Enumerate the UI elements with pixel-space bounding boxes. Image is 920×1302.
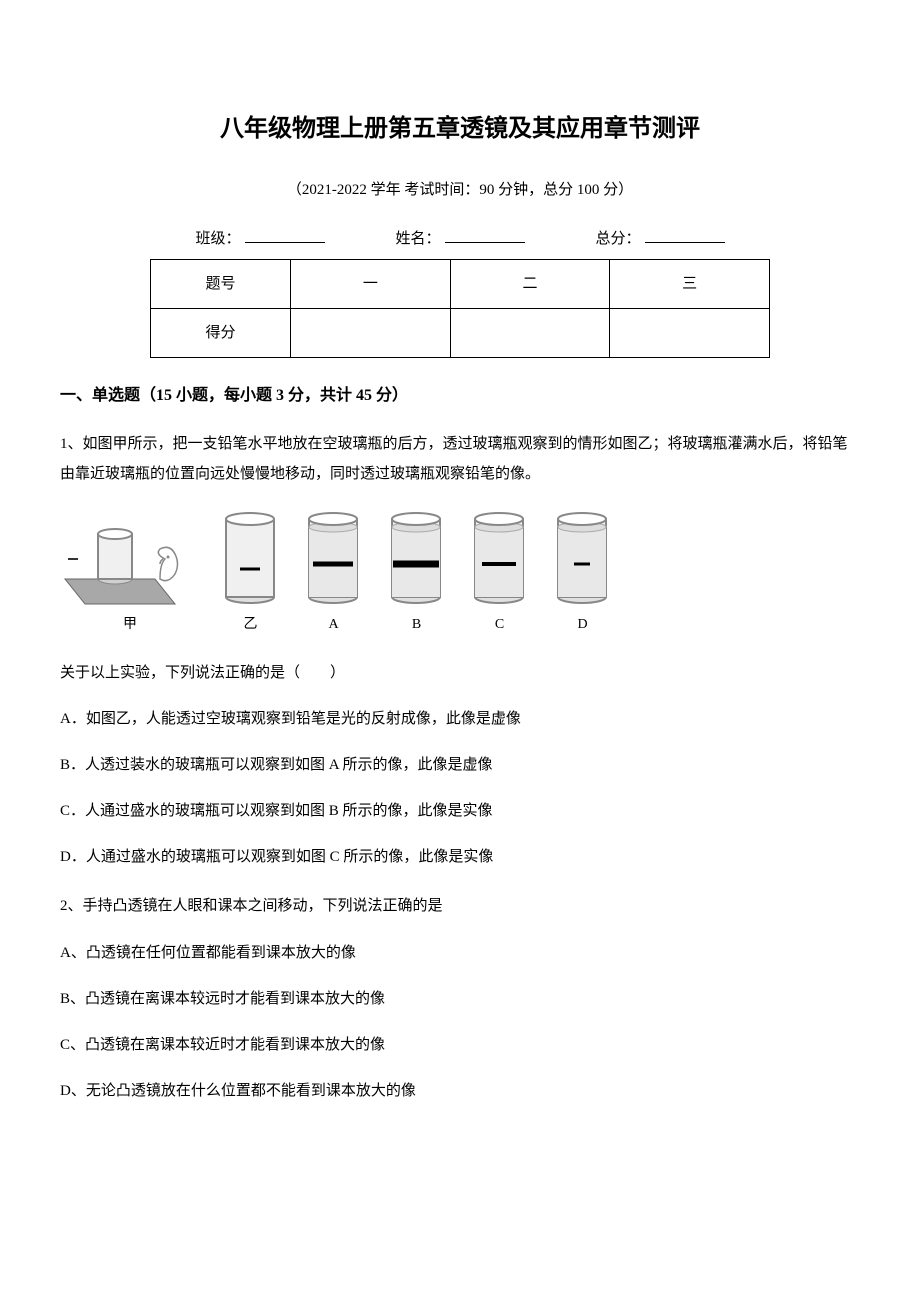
image-label: D — [577, 614, 587, 636]
table-cell — [450, 309, 610, 358]
jar-icon — [301, 509, 366, 609]
option-b: B．人透过装水的玻璃瓶可以观察到如图 A 所示的像，此像是虚像 — [60, 753, 860, 777]
jar-icon — [467, 509, 532, 609]
name-label: 姓名： — [395, 227, 440, 251]
name-field: 姓名： — [395, 227, 524, 251]
option-b: B、凸透镜在离课本较远时才能看到课本放大的像 — [60, 987, 860, 1011]
table-cell — [291, 309, 451, 358]
score-label: 总分： — [595, 227, 640, 251]
table-row: 得分 — [151, 309, 770, 358]
table-header-cell: 二 — [450, 260, 610, 309]
image-jia: 甲 — [60, 509, 200, 636]
question-2-text: 2、手持凸透镜在人眼和课本之间移动，下列说法正确的是 — [60, 891, 860, 921]
option-a: A．如图乙，人能透过空玻璃观察到铅笔是光的反射成像，此像是虚像 — [60, 707, 860, 731]
student-info-row: 班级： 姓名： 总分： — [60, 227, 860, 251]
image-label: A — [328, 614, 338, 636]
table-cell: 得分 — [151, 309, 291, 358]
table-row: 题号 一 二 三 — [151, 260, 770, 309]
exam-info: （2021-2022 学年 考试时间：90 分钟，总分 100 分） — [60, 178, 860, 202]
question-1-subtext: 关于以上实验，下列说法正确的是（ ） — [60, 661, 860, 685]
jar-icon — [384, 509, 449, 609]
score-blank — [645, 242, 725, 243]
score-table: 题号 一 二 三 得分 — [150, 259, 770, 358]
table-header-cell: 三 — [610, 260, 770, 309]
image-yi: 乙 — [218, 509, 283, 636]
table-cell — [610, 309, 770, 358]
jar-setup-icon — [60, 509, 200, 609]
image-label: C — [495, 614, 504, 636]
image-label: B — [412, 614, 421, 636]
image-label: 乙 — [244, 614, 258, 636]
image-d: D — [550, 509, 615, 636]
option-c: C、凸透镜在离课本较近时才能看到课本放大的像 — [60, 1033, 860, 1057]
table-header-cell: 一 — [291, 260, 451, 309]
name-blank — [445, 242, 525, 243]
class-field: 班级： — [195, 227, 324, 251]
option-a: A、凸透镜在任何位置都能看到课本放大的像 — [60, 941, 860, 965]
option-c: C．人通过盛水的玻璃瓶可以观察到如图 B 所示的像，此像是实像 — [60, 799, 860, 823]
question-1-images: 甲 乙 A B — [60, 509, 860, 636]
image-label: 甲 — [123, 614, 137, 636]
table-header-cell: 题号 — [151, 260, 291, 309]
class-label: 班级： — [195, 227, 240, 251]
page-title: 八年级物理上册第五章透镜及其应用章节测评 — [60, 110, 860, 148]
class-blank — [245, 242, 325, 243]
option-d: D、无论凸透镜放在什么位置都不能看到课本放大的像 — [60, 1079, 860, 1103]
score-field: 总分： — [595, 227, 724, 251]
image-a: A — [301, 509, 366, 636]
jar-icon — [218, 509, 283, 609]
option-d: D．人通过盛水的玻璃瓶可以观察到如图 C 所示的像，此像是实像 — [60, 845, 860, 869]
jar-icon — [550, 509, 615, 609]
question-1-text: 1、如图甲所示，把一支铅笔水平地放在空玻璃瓶的后方，透过玻璃瓶观察到的情形如图乙… — [60, 429, 860, 489]
image-b: B — [384, 509, 449, 636]
image-c: C — [467, 509, 532, 636]
section-1-header: 一、单选题（15 小题，每小题 3 分，共计 45 分） — [60, 383, 860, 409]
